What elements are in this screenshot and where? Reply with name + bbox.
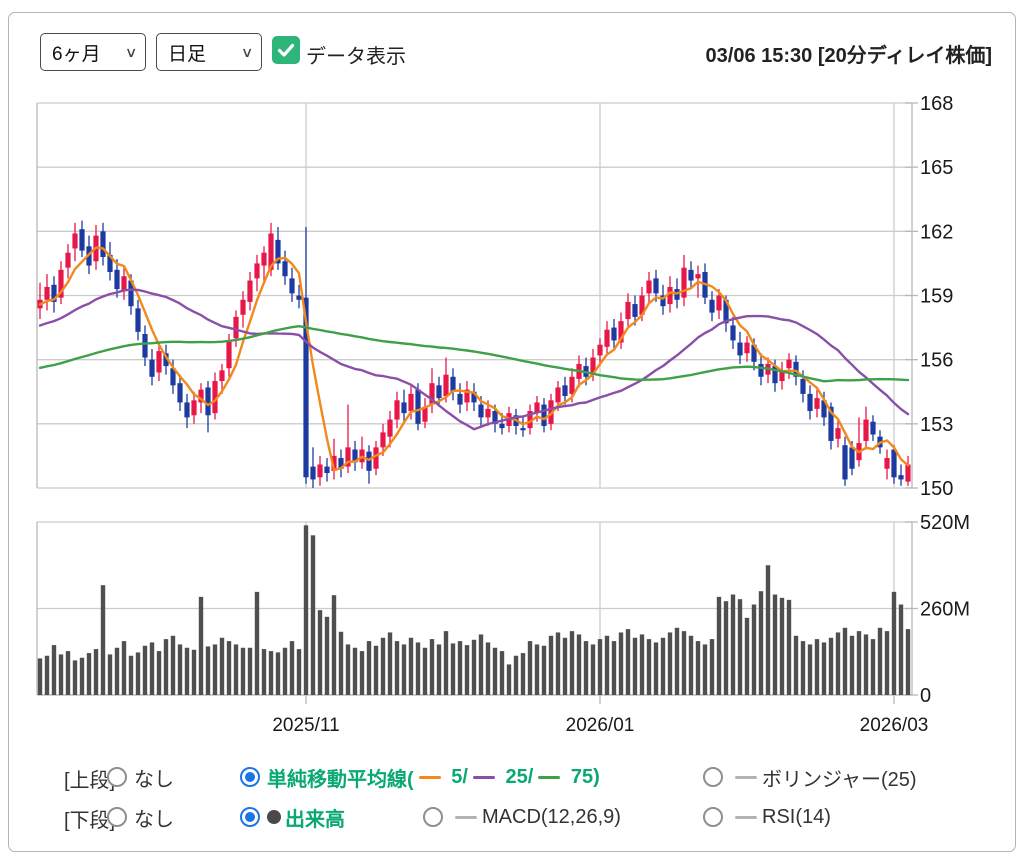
- sma75-line-icon: [538, 775, 561, 779]
- sma-label-5: 5/: [445, 765, 468, 788]
- data-display-label: データ表示: [306, 46, 406, 68]
- upper-pane-tag: [上段]: [64, 770, 116, 792]
- radio-unselected-icon[interactable]: [703, 767, 723, 787]
- lower-macd-option[interactable]: MACD(12,26,9): [423, 800, 621, 834]
- macd-label: MACD(12,26,9): [482, 805, 621, 828]
- lower-rsi-option[interactable]: RSI(14): [703, 800, 831, 834]
- svg-text:2026/01: 2026/01: [566, 715, 635, 736]
- indicator-row-upper: [上段] なし 単純移動平均線( 5/ 25/ 75) ボリンジャー(25): [0, 760, 1024, 794]
- bollinger-label: ボリンジャー(25): [762, 768, 917, 791]
- volume-bars-layer: [37, 525, 911, 695]
- svg-text:520M: 520M: [920, 512, 970, 534]
- macd-line-icon: [455, 815, 477, 819]
- sma-label-open: 単純移動平均線(: [267, 768, 414, 791]
- lower-volume-option[interactable]: 出来高: [240, 800, 345, 834]
- chevron-down-icon: ∨: [240, 43, 254, 60]
- chart-widget-frame: [8, 12, 1016, 852]
- lower-none-label: なし: [134, 808, 174, 831]
- lower-none-option[interactable]: なし: [107, 800, 174, 834]
- svg-text:156: 156: [920, 350, 953, 372]
- candles-layer: [37, 220, 911, 488]
- upper-sma-option[interactable]: 単純移動平均線( 5/ 25/ 75): [240, 760, 600, 794]
- period-dropdown[interactable]: 6ヶ月 ∨: [40, 33, 146, 71]
- delayed-price-status: 03/06 15:30 [20分ディレイ株価]: [705, 45, 992, 67]
- upper-none-option[interactable]: なし: [107, 760, 174, 794]
- svg-text:153: 153: [920, 414, 953, 436]
- svg-text:260M: 260M: [920, 599, 970, 621]
- sma5-line-icon: [418, 775, 441, 779]
- svg-text:2025/11: 2025/11: [272, 715, 339, 736]
- price-volume-chart: 150 153 156 159 162 165 168 0 260M 520M 2025/11 202…: [36, 93, 970, 736]
- check-icon: [277, 43, 295, 57]
- lower-pane-tag: [下段]: [64, 810, 116, 832]
- radio-unselected-icon[interactable]: [107, 767, 127, 787]
- sma75-line: [38, 325, 910, 383]
- svg-text:150: 150: [920, 478, 953, 500]
- volume-bullet-icon: [267, 810, 281, 824]
- sma-label-75: 75): [565, 765, 600, 788]
- svg-text:0: 0: [920, 685, 931, 707]
- volume-label: 出来高: [285, 808, 345, 831]
- radio-selected-icon[interactable]: [240, 767, 260, 787]
- radio-unselected-icon[interactable]: [703, 807, 723, 827]
- sma25-line-icon: [472, 775, 495, 779]
- sma5-line: [38, 246, 910, 472]
- radio-selected-icon[interactable]: [240, 807, 260, 827]
- bollinger-line-icon: [735, 775, 757, 779]
- data-display-checkbox[interactable]: [272, 36, 300, 64]
- radio-unselected-icon[interactable]: [107, 807, 127, 827]
- svg-text:162: 162: [920, 221, 953, 243]
- upper-none-label: なし: [134, 768, 174, 791]
- rsi-line-icon: [735, 815, 757, 819]
- chevron-down-icon: ∨: [124, 43, 138, 60]
- indicator-row-lower: [下段] なし 出来高 MACD(12,26,9) RSI(14): [0, 800, 1024, 834]
- radio-unselected-icon[interactable]: [423, 807, 443, 827]
- interval-dropdown-value: 日足: [168, 43, 207, 65]
- svg-text:168: 168: [920, 93, 953, 115]
- upper-bollinger-option[interactable]: ボリンジャー(25): [703, 760, 917, 794]
- period-dropdown-value: 6ヶ月: [52, 43, 101, 65]
- sma-label-25: 25/: [499, 765, 534, 788]
- svg-text:165: 165: [920, 157, 953, 179]
- sma25-line: [38, 288, 910, 431]
- interval-dropdown[interactable]: 日足 ∨: [156, 33, 262, 71]
- svg-text:159: 159: [920, 286, 953, 308]
- axis-labels: 150 153 156 159 162 165 168 0 260M 520M 2025/11 202…: [272, 93, 970, 736]
- gridlines: [36, 102, 918, 704]
- rsi-label: RSI(14): [762, 805, 831, 828]
- svg-text:2026/03: 2026/03: [860, 715, 929, 736]
